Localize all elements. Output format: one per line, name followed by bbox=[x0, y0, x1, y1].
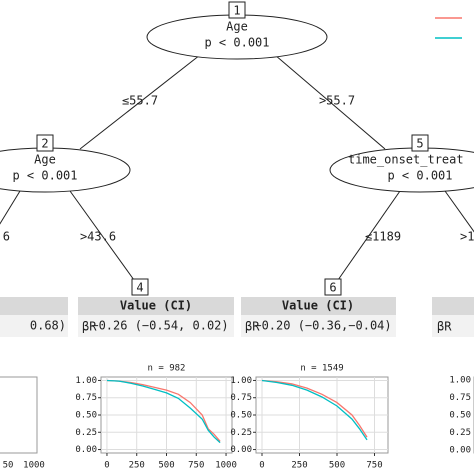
table-header-text: Value (CI) bbox=[282, 299, 354, 313]
y-tick-label: 0.75 bbox=[230, 393, 252, 403]
x-tick-label: 50 bbox=[3, 461, 14, 471]
node-id: 2 bbox=[41, 137, 48, 151]
plot-panel bbox=[0, 376, 38, 454]
table-value: −0.26 (−0.54, 0.02) bbox=[91, 319, 228, 333]
edge-label: ≤55.7 bbox=[122, 94, 158, 108]
terminal-id-box bbox=[131, 278, 149, 296]
edge bbox=[0, 190, 21, 225]
y-tick-label: 0.50 bbox=[230, 411, 252, 421]
table-header-text: Value (CI) bbox=[120, 299, 192, 313]
terminal-id-box bbox=[324, 278, 342, 296]
node-p: p < 0.001 bbox=[12, 169, 77, 183]
node-id: 4 bbox=[136, 281, 143, 295]
table-value: 0.68) bbox=[30, 319, 66, 333]
node-id-box bbox=[411, 134, 429, 152]
x-tick-label: 1000 bbox=[215, 461, 237, 471]
y-tick-label: 0.50 bbox=[449, 411, 471, 421]
edge bbox=[79, 54, 201, 150]
edge-label-bg bbox=[130, 220, 170, 236]
node-id-box bbox=[36, 134, 54, 152]
table-header bbox=[78, 297, 234, 315]
edge-label: 43.6 bbox=[0, 230, 10, 244]
survival-curve bbox=[106, 379, 221, 444]
node-label: Age bbox=[226, 20, 248, 34]
table-symbol: βR bbox=[82, 320, 97, 334]
table-header bbox=[241, 297, 396, 315]
y-tick-label: 0.50 bbox=[75, 411, 97, 421]
x-tick-label: 500 bbox=[329, 461, 345, 471]
x-tick-label: 250 bbox=[291, 461, 307, 471]
node-id: 6 bbox=[329, 281, 336, 295]
node-id-box bbox=[228, 1, 246, 19]
x-tick-label: 750 bbox=[366, 461, 382, 471]
edge-label: ≤1189 bbox=[365, 230, 401, 244]
edge-label: >55.7 bbox=[319, 94, 355, 108]
node-p: p < 0.001 bbox=[204, 36, 269, 50]
survival-curve bbox=[261, 379, 368, 441]
x-tick-label: 250 bbox=[129, 461, 145, 471]
y-tick-label: 1.00 bbox=[230, 376, 252, 386]
x-tick-label: 500 bbox=[158, 461, 174, 471]
x-tick-label: 750 bbox=[188, 461, 204, 471]
x-tick-label: 0 bbox=[104, 461, 109, 471]
y-tick-label: 0.25 bbox=[75, 428, 97, 438]
node-label: Age bbox=[34, 153, 56, 167]
table-symbol: βR bbox=[245, 320, 260, 334]
survival-curve bbox=[261, 379, 368, 438]
table-row bbox=[0, 315, 68, 337]
y-tick-label: 0.75 bbox=[75, 393, 97, 403]
node-p: p < 0.001 bbox=[387, 169, 452, 183]
edge bbox=[444, 190, 474, 233]
table-symbol: βR bbox=[437, 320, 452, 334]
table-row bbox=[241, 315, 396, 337]
edge bbox=[274, 54, 386, 150]
y-tick-label: 0.00 bbox=[75, 445, 97, 455]
y-tick-label: 0.25 bbox=[449, 428, 471, 438]
y-tick-label: 0.00 bbox=[230, 445, 252, 455]
table-header bbox=[432, 297, 474, 315]
edge bbox=[69, 190, 135, 281]
table-value: −0.20 (−0.36,−0.04) bbox=[254, 319, 391, 333]
y-tick-label: 1.00 bbox=[449, 376, 471, 386]
table-row bbox=[432, 315, 474, 337]
y-tick-label: 0.00 bbox=[449, 446, 471, 456]
y-tick-label: 0.25 bbox=[230, 428, 252, 438]
table-row bbox=[78, 315, 234, 337]
plot-title: n = 1549 bbox=[300, 364, 343, 374]
node-label: time_onset_treat bbox=[348, 153, 464, 167]
x-tick-label: 1000 bbox=[23, 461, 45, 471]
plot-title: n = 982 bbox=[148, 364, 186, 374]
edge bbox=[337, 190, 401, 281]
y-tick-label: 1.00 bbox=[75, 376, 97, 386]
node-id: 1 bbox=[233, 4, 240, 18]
edge-label: >43.6 bbox=[80, 230, 116, 244]
node-id: 5 bbox=[416, 137, 423, 151]
y-tick-label: 0.75 bbox=[449, 393, 471, 403]
edge-label: >1 bbox=[460, 230, 474, 244]
table-header bbox=[0, 297, 68, 315]
x-tick-label: 0 bbox=[259, 461, 264, 471]
